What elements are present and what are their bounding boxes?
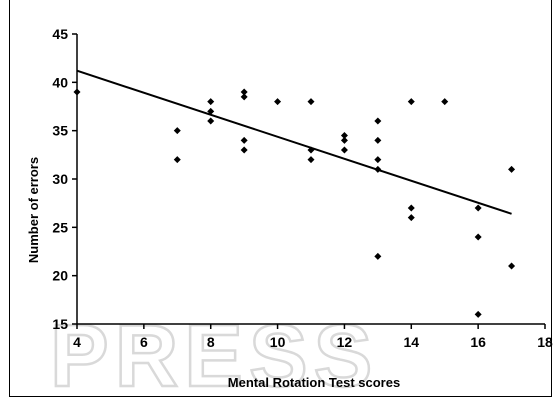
data-point [307, 146, 315, 154]
watermark-layer: PRESS [49, 305, 378, 397]
trendline-layer [76, 69, 512, 215]
data-point [173, 156, 181, 164]
data-point [207, 98, 215, 106]
y-tick-label: 45 [52, 26, 68, 42]
data-point [340, 132, 348, 139]
data-point [240, 93, 248, 101]
data-point [374, 252, 382, 260]
points-layer [73, 88, 516, 318]
x-tick-label: 18 [537, 334, 553, 350]
x-tick-label: 12 [337, 334, 353, 350]
data-point [340, 136, 348, 144]
x-tick-label: 14 [403, 334, 419, 350]
data-point [374, 136, 382, 144]
x-tick-label: 16 [470, 334, 486, 350]
data-point [240, 146, 248, 154]
data-point [73, 88, 81, 96]
data-point [340, 146, 348, 154]
data-point [508, 262, 516, 270]
data-point [474, 310, 482, 318]
chart-frame: PRESS 15 20 25 30 35 40 45 4 6 8 10 12 14 16 18 Mental … [9, 0, 553, 397]
x-tick-label: 10 [270, 334, 286, 350]
x-axis-title: Mental Rotation Test scores [228, 375, 400, 390]
x-tick-label: 4 [73, 334, 81, 350]
y-tick-label: 25 [52, 219, 68, 235]
data-point [474, 233, 482, 241]
data-point [307, 98, 315, 106]
y-tick-label: 20 [52, 268, 68, 284]
data-point [307, 156, 315, 164]
data-point [173, 127, 181, 135]
data-point [374, 165, 382, 173]
y-tick-label: 40 [52, 74, 68, 90]
data-point [441, 98, 449, 106]
data-point [374, 117, 382, 125]
data-point [374, 156, 382, 164]
data-point [474, 204, 482, 212]
data-point [407, 214, 415, 222]
data-point [407, 98, 415, 106]
x-tick-label: 6 [140, 334, 148, 350]
x-tick-label: 8 [207, 334, 215, 350]
y-tick-label: 30 [52, 171, 68, 187]
data-point [240, 88, 248, 96]
y-axis-title: Number of errors [26, 157, 41, 263]
y-tick-label: 15 [52, 316, 68, 332]
data-point [207, 107, 215, 115]
data-point [274, 98, 282, 106]
labels-layer: 15 20 25 30 35 40 45 4 6 8 10 12 14 16 18 Mental Rotati… [26, 26, 553, 390]
scatter-chart: PRESS 15 20 25 30 35 40 45 4 6 8 10 12 14 16 18 Mental … [26, 26, 553, 397]
watermark-text: PRESS [50, 306, 378, 397]
trendline [76, 69, 512, 215]
data-point [407, 204, 415, 212]
data-point [240, 136, 248, 144]
axes-layer [72, 33, 546, 329]
y-tick-label: 35 [52, 123, 68, 139]
data-point [508, 165, 516, 173]
data-point [207, 117, 215, 125]
